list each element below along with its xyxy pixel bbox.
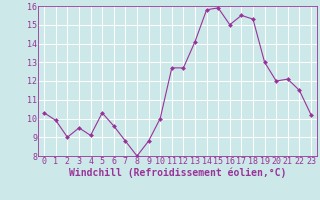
X-axis label: Windchill (Refroidissement éolien,°C): Windchill (Refroidissement éolien,°C) xyxy=(69,168,286,178)
